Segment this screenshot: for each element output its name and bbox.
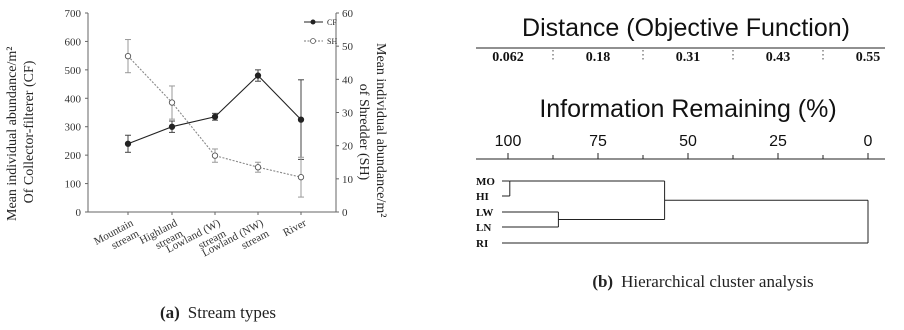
left-y-tick-label: 400 xyxy=(65,93,82,105)
right-y-tick-label: 60 xyxy=(342,8,354,20)
x-tick-label: Mountainstream xyxy=(92,217,141,259)
left-y-axis-label: Mean individual abundance/m² Of Collecto… xyxy=(5,43,37,221)
right-y-tick-label: 20 xyxy=(342,141,354,153)
dendrogram-leaves: MO HI LW LN RI xyxy=(476,176,495,250)
left-y-ticks: 0 100 200 300 400 500 600 700 xyxy=(65,8,88,219)
series-cf-point xyxy=(297,116,305,123)
series-cf-line xyxy=(127,74,302,145)
panel-a-stream-types: 0 100 200 300 400 500 600 700 0 10 20 30 40 50 60 Mou… xyxy=(5,8,388,322)
legend-sh-marker xyxy=(310,38,316,44)
right-y-axis-label: Mean individual abundance/m² of Shredder… xyxy=(356,43,388,221)
info-tick-label: 50 xyxy=(679,133,697,150)
left-y-tick-label: 700 xyxy=(65,8,82,20)
distance-scale-ticks: 0.062 0.18 0.31 0.43 0.55 xyxy=(492,50,880,65)
series-sh-line xyxy=(127,55,302,178)
distance-tick-label: 0.43 xyxy=(766,50,791,65)
dendrogram-leaf-label: MO xyxy=(476,176,495,188)
right-y-tick-label: 0 xyxy=(342,207,348,219)
series-sh-point xyxy=(211,152,219,159)
series-sh-point xyxy=(168,99,176,106)
x-tick-label: River xyxy=(281,217,309,239)
caption-a: (a) Stream types xyxy=(160,303,276,322)
info-tick-label: 100 xyxy=(495,133,522,150)
legend-cf-marker xyxy=(310,19,316,25)
dendrogram-leaf-label: HI xyxy=(476,191,489,203)
left-y-tick-label: 600 xyxy=(65,36,82,48)
right-y-tick-label: 10 xyxy=(342,174,354,186)
series-sh-point xyxy=(297,174,305,181)
panel-b-cluster-analysis: Distance (Objective Function) 0.062 0.18 0… xyxy=(476,14,885,291)
info-remaining-title: Information Remaining (%) xyxy=(539,95,836,123)
right-y-tick-label: 40 xyxy=(342,74,354,86)
distance-tick-label: 0.18 xyxy=(586,50,611,65)
legend-cf-label: CF xyxy=(327,18,337,27)
left-y-tick-label: 0 xyxy=(76,207,82,219)
info-tick-label: 25 xyxy=(769,133,787,150)
series-cf-point xyxy=(124,140,132,147)
distance-tick-label: 0.31 xyxy=(676,50,701,65)
left-y-tick-label: 500 xyxy=(65,65,82,77)
dendrogram-leaf-label: LN xyxy=(476,222,491,234)
legend-sh-label: SH xyxy=(327,37,337,46)
series-cf-point xyxy=(254,72,262,79)
left-y-tick-label: 200 xyxy=(65,150,82,162)
series-cf-point xyxy=(168,123,176,130)
dendrogram-branches xyxy=(502,180,869,244)
series-layer xyxy=(124,39,305,198)
series-sh-point xyxy=(254,164,262,171)
series-sh-point xyxy=(124,52,132,60)
left-y-tick-label: 300 xyxy=(65,122,82,134)
left-y-tick-label: 100 xyxy=(65,179,82,191)
series-cf-point xyxy=(211,113,219,120)
right-y-tick-label: 30 xyxy=(342,108,354,120)
info-remaining-ticks: 100 75 50 25 0 xyxy=(495,133,873,159)
info-tick-label: 75 xyxy=(589,133,607,150)
distance-tick-label: 0.062 xyxy=(492,50,524,65)
dendrogram-leaf-label: LW xyxy=(476,207,493,219)
right-y-ticks: 0 10 20 30 40 50 60 xyxy=(336,8,354,219)
dendrogram-leaf-label: RI xyxy=(476,238,488,250)
distance-scale-title: Distance (Objective Function) xyxy=(522,14,850,42)
caption-b: (b) Hierarchical cluster analysis xyxy=(592,272,813,291)
distance-tick-label: 0.55 xyxy=(856,50,881,65)
right-y-tick-label: 50 xyxy=(342,41,354,53)
info-tick-label: 0 xyxy=(864,133,873,150)
legend: CF SH xyxy=(304,18,337,46)
